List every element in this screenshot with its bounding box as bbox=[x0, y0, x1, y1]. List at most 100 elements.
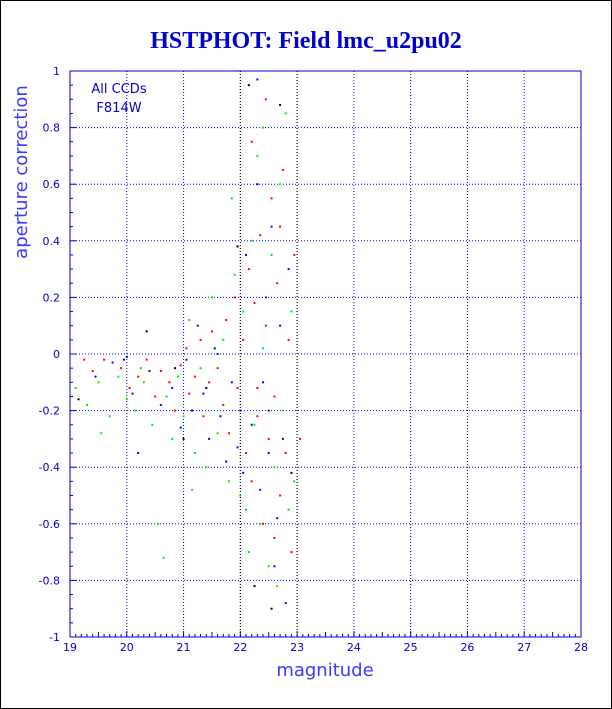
data-point bbox=[185, 347, 188, 350]
data-point bbox=[159, 403, 162, 406]
data-point bbox=[111, 361, 114, 364]
data-point bbox=[174, 367, 177, 370]
data-point bbox=[230, 381, 233, 384]
data-point bbox=[191, 409, 194, 412]
data-point bbox=[202, 415, 205, 418]
y-tick-label: 0.2 bbox=[43, 291, 61, 304]
data-point bbox=[245, 508, 248, 511]
data-point bbox=[151, 423, 154, 426]
data-point bbox=[233, 273, 236, 276]
data-point bbox=[134, 409, 137, 412]
data-point bbox=[273, 395, 276, 398]
data-point bbox=[256, 154, 259, 157]
data-point bbox=[270, 607, 273, 610]
data-point bbox=[253, 423, 256, 426]
data-point bbox=[219, 415, 222, 418]
data-point bbox=[182, 415, 185, 418]
chart-title: HSTPHOT: Field lmc_u2pu02 bbox=[150, 28, 462, 54]
data-point bbox=[227, 432, 230, 435]
data-point bbox=[247, 84, 250, 87]
data-point bbox=[108, 415, 111, 418]
grid bbox=[70, 71, 581, 637]
data-point bbox=[120, 367, 123, 370]
data-point bbox=[131, 392, 134, 395]
data-point bbox=[262, 347, 265, 350]
data-point bbox=[193, 375, 196, 378]
data-point bbox=[179, 426, 182, 429]
data-point bbox=[281, 169, 284, 172]
data-point bbox=[188, 319, 191, 322]
data-point bbox=[94, 375, 97, 378]
data-point bbox=[276, 282, 279, 285]
data-point bbox=[279, 103, 282, 106]
x-tick-label: 19 bbox=[63, 641, 77, 654]
y-tick-label: 0 bbox=[53, 348, 60, 361]
data-point bbox=[216, 353, 219, 355]
data-point bbox=[256, 78, 259, 81]
data-point bbox=[253, 302, 256, 305]
data-point bbox=[273, 536, 276, 539]
data-point bbox=[162, 556, 165, 559]
data-point bbox=[176, 375, 179, 378]
data-point bbox=[97, 381, 100, 384]
y-tick-label: -0.6 bbox=[39, 518, 60, 531]
vertical-reference-lines bbox=[239, 71, 298, 637]
data-point bbox=[199, 367, 202, 370]
data-point bbox=[267, 437, 270, 440]
data-point bbox=[222, 403, 225, 406]
data-point bbox=[273, 565, 276, 568]
data-point bbox=[242, 310, 245, 313]
data-point bbox=[137, 375, 140, 378]
data-point bbox=[259, 522, 262, 525]
data-point bbox=[264, 296, 267, 299]
data-point bbox=[242, 338, 245, 341]
data-point bbox=[171, 437, 174, 440]
y-tick-label: -0.8 bbox=[39, 574, 60, 587]
data-point bbox=[74, 386, 77, 389]
data-point bbox=[117, 375, 120, 378]
data-point bbox=[205, 386, 208, 389]
data-point bbox=[182, 437, 185, 440]
data-point bbox=[279, 225, 282, 228]
data-point bbox=[122, 358, 125, 361]
y-axis-label: aperture correction bbox=[11, 85, 32, 259]
x-tick-label: 24 bbox=[347, 641, 361, 654]
data-point bbox=[91, 369, 94, 372]
data-point bbox=[199, 338, 202, 341]
axis-ticks: 19 20 21 22 23 24 25 26 27 28 -1 -0.8 -0.6 -0.4 -0.2 0 0… bbox=[39, 65, 588, 654]
data-point bbox=[242, 471, 245, 474]
data-point bbox=[253, 585, 256, 588]
data-point bbox=[139, 367, 142, 370]
data-point bbox=[279, 183, 282, 186]
data-point bbox=[196, 324, 199, 327]
data-point bbox=[264, 98, 267, 101]
data-point bbox=[256, 183, 259, 186]
data-point bbox=[287, 338, 290, 341]
data-point bbox=[270, 197, 273, 200]
y-tick-label: -0.4 bbox=[39, 461, 60, 474]
data-point bbox=[185, 358, 188, 361]
y-tick-label: 0.4 bbox=[43, 235, 61, 248]
x-tick-label: 26 bbox=[460, 641, 474, 654]
data-point bbox=[83, 358, 86, 361]
annotation-filter: F814W bbox=[96, 101, 141, 116]
x-tick-label: 25 bbox=[404, 641, 418, 654]
data-point bbox=[247, 551, 250, 554]
data-point bbox=[188, 392, 191, 395]
data-point bbox=[225, 319, 228, 322]
data-point bbox=[245, 452, 248, 455]
x-tick-label: 22 bbox=[233, 641, 247, 654]
data-point bbox=[128, 386, 131, 389]
data-point bbox=[216, 367, 219, 370]
data-point bbox=[247, 268, 250, 271]
data-point bbox=[270, 225, 273, 228]
data-point bbox=[208, 437, 211, 440]
data-point bbox=[210, 330, 213, 333]
data-point bbox=[216, 432, 219, 435]
data-point bbox=[287, 268, 290, 271]
data-point bbox=[259, 234, 262, 237]
data-point bbox=[281, 437, 284, 440]
data-point bbox=[159, 369, 162, 372]
data-point bbox=[233, 296, 236, 299]
data-point bbox=[208, 381, 211, 384]
